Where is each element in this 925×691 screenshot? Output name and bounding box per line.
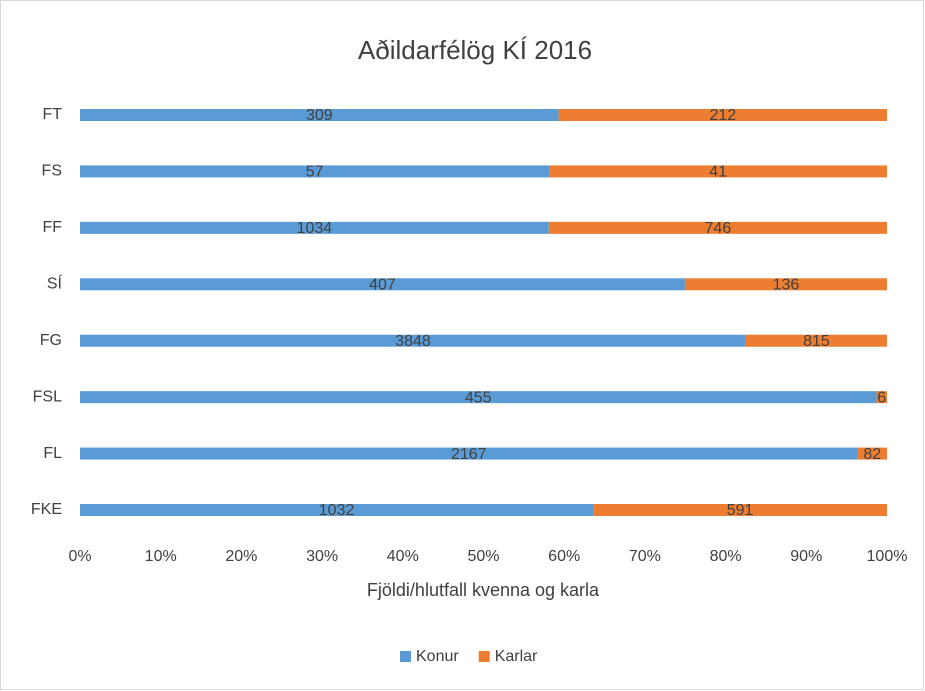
legend-label: Konur	[416, 648, 459, 665]
data-label: 82	[863, 446, 881, 463]
bar-segment	[80, 334, 746, 347]
bar-segment	[745, 334, 887, 347]
bar-segment	[558, 109, 887, 121]
data-label: 815	[803, 333, 830, 350]
bar-segment	[80, 447, 858, 460]
bar-segment	[549, 165, 887, 178]
y-tick-label: FS	[42, 163, 62, 180]
x-tick-label: 90%	[790, 548, 822, 565]
data-label: 212	[709, 107, 736, 124]
x-tick-label: 20%	[225, 548, 257, 565]
bar-segment	[80, 221, 549, 234]
y-tick-label: FG	[40, 332, 62, 349]
data-label: 2167	[451, 446, 487, 463]
bar-segment	[684, 278, 887, 291]
data-label: 746	[705, 220, 732, 237]
y-tick-label: FKE	[31, 501, 62, 518]
x-tick-label: 40%	[387, 548, 419, 565]
data-label: 57	[306, 164, 324, 181]
data-label: 3848	[395, 333, 431, 350]
data-label: 1034	[297, 220, 333, 237]
bar-segment	[80, 504, 594, 517]
chart-title: Aðildarfélög KÍ 2016	[358, 35, 592, 65]
data-label: 1032	[319, 502, 355, 519]
x-tick-label: 30%	[306, 548, 338, 565]
legend-swatch	[478, 651, 490, 662]
x-tick-label: 0%	[68, 548, 91, 565]
bar-segment	[548, 221, 887, 234]
bar-segment	[876, 391, 887, 404]
bar-segment	[857, 447, 887, 460]
legend-swatch	[400, 651, 411, 662]
data-label: 136	[773, 277, 800, 294]
y-tick-label: FL	[43, 445, 62, 462]
data-label: 41	[709, 164, 727, 181]
data-label: 6	[877, 389, 886, 406]
bar-segment	[80, 109, 559, 121]
legend-label: Karlar	[495, 648, 538, 665]
bar-segment	[593, 504, 887, 517]
y-tick-label: SÍ	[47, 274, 63, 293]
bar-segment	[80, 278, 685, 291]
data-label: 309	[306, 107, 333, 124]
bar-segment	[80, 165, 550, 178]
bar-segment	[80, 391, 877, 404]
x-tick-label: 60%	[548, 548, 580, 565]
data-label: 455	[465, 389, 492, 406]
x-tick-label: 10%	[145, 548, 177, 565]
y-tick-label: FT	[42, 106, 62, 123]
y-tick-label: FF	[42, 219, 62, 236]
data-label: 407	[369, 277, 396, 294]
x-tick-label: 50%	[467, 548, 499, 565]
data-label: 591	[727, 502, 754, 519]
y-tick-label: FSL	[33, 388, 62, 405]
x-axis-title: Fjöldi/hlutfall kvenna og karla	[367, 580, 600, 600]
x-tick-label: 80%	[710, 548, 742, 565]
x-tick-label: 100%	[867, 548, 908, 565]
x-tick-label: 70%	[629, 548, 661, 565]
